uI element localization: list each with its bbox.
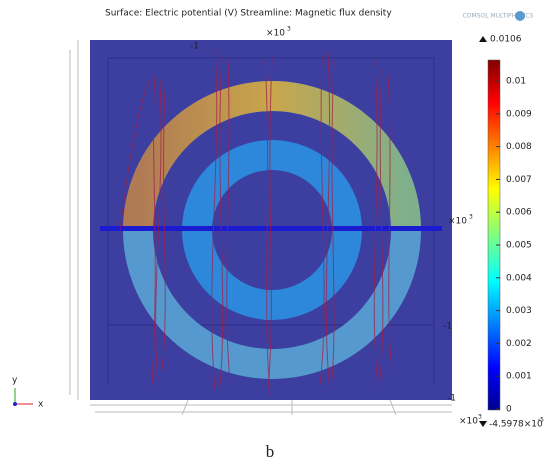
title: Surface: Electric potential (V) Streamli… bbox=[105, 9, 392, 19]
colorbar-tick-label: 0.001 bbox=[506, 372, 532, 382]
logo-icon bbox=[515, 11, 525, 21]
colorbar-tick-label: 0.009 bbox=[506, 109, 532, 119]
frame bbox=[69, 40, 452, 416]
streamlines bbox=[119, 49, 393, 396]
colorbar-tick-label: 0.007 bbox=[506, 175, 532, 185]
min-exponent: -5 bbox=[538, 417, 544, 424]
colorbar-tick-label: 0.008 bbox=[506, 142, 532, 152]
min-label: -4.5978×10 bbox=[489, 420, 543, 430]
colorbar-tick-label: 0.006 bbox=[506, 208, 532, 218]
max-label: 0.0106 bbox=[490, 35, 522, 45]
exponent-bottom: 3 bbox=[478, 414, 482, 421]
colorbar-tick-label: 0.005 bbox=[506, 241, 532, 251]
corner-label: -1 bbox=[190, 42, 199, 52]
multiplier-bottom: ×10 bbox=[459, 417, 478, 427]
min-marker bbox=[479, 421, 487, 427]
corner-label: -1 bbox=[447, 394, 456, 404]
axis-x: x bbox=[38, 400, 44, 410]
multiplier-top: ×10 bbox=[266, 29, 285, 39]
colorbar-tick-label: 0.003 bbox=[506, 306, 532, 316]
logo: COMSOL MULTIPHYSICS bbox=[463, 13, 534, 20]
multiplier-right: ×10 bbox=[448, 217, 467, 227]
colorbar-tick-label: 0 bbox=[506, 405, 512, 415]
colorbar-tick-label: 0.002 bbox=[506, 339, 532, 349]
colorbar-tick-label: 0.004 bbox=[506, 273, 532, 283]
axis-triad bbox=[13, 388, 33, 406]
axis-y: y bbox=[12, 376, 18, 386]
colorbar bbox=[487, 59, 501, 411]
caption: b bbox=[266, 442, 275, 461]
outer-ring-upper bbox=[123, 81, 421, 230]
corner-label: -1 bbox=[443, 322, 452, 332]
exponent-top: 3 bbox=[287, 26, 291, 33]
max-marker bbox=[479, 36, 487, 42]
exponent-right: 3 bbox=[469, 214, 473, 221]
colorbar-tick-label: 0.01 bbox=[506, 77, 526, 87]
